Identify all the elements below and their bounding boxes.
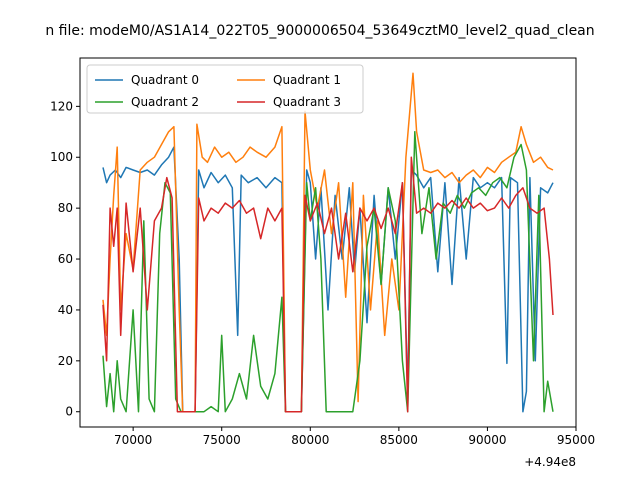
legend: Quadrant 0 Quadrant 1 Quadrant 2 Quadrant 3 [86,64,364,114]
y-tick-label: 80 [58,201,73,215]
legend-label-quadrant-3: Quadrant 3 [273,95,341,109]
x-axis: 70000 75000 80000 85000 90000 95000 [114,427,595,447]
y-tick-label: 120 [50,99,73,113]
x-tick-label: 75000 [203,433,241,447]
chart-title: n file: modeM0/AS1A14_022T05_9000006504_… [45,23,594,39]
series-line-quadrant-3 [102,156,554,413]
x-axis-offset-label: +4.94e8 [524,455,576,469]
x-tick-label: 70000 [114,433,152,447]
y-tick-label: 0 [65,405,73,419]
legend-label-quadrant-2: Quadrant 2 [131,95,199,109]
y-tick-label: 100 [50,150,73,164]
plot-series-layer [102,72,554,413]
x-tick-label: 95000 [557,433,595,447]
y-tick-label: 60 [58,252,73,266]
series-line-quadrant-2 [102,131,554,413]
x-tick-label: 80000 [291,433,329,447]
x-tick-label: 85000 [380,433,418,447]
y-axis: 0 20 40 60 80 100 120 [50,99,80,419]
y-tick-label: 40 [58,303,73,317]
plot-frame [79,57,577,428]
series-line-quadrant-0 [102,146,554,413]
series-line-quadrant-1 [102,72,554,413]
legend-label-quadrant-0: Quadrant 0 [131,73,199,87]
legend-box [86,64,364,114]
legend-label-quadrant-1: Quadrant 1 [273,73,341,87]
x-tick-label: 90000 [468,433,506,447]
y-tick-label: 20 [58,354,73,368]
